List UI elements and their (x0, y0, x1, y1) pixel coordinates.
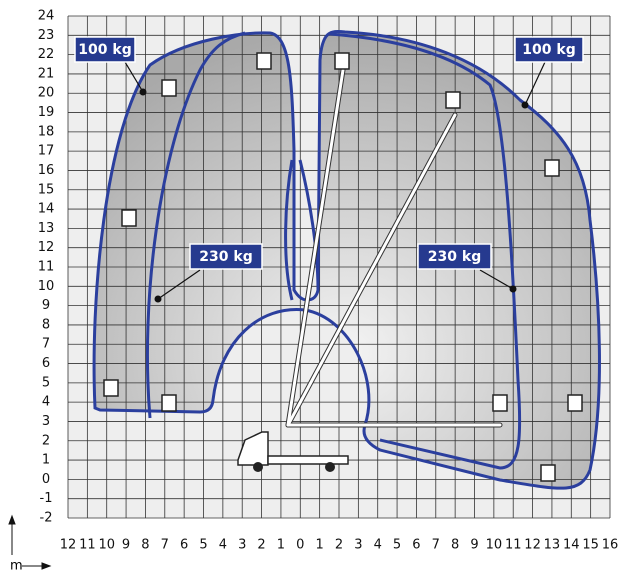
x-tick-label: 5 (393, 538, 401, 553)
envelopes (92, 29, 601, 490)
y-tick-label: 4 (42, 395, 50, 410)
x-tick-label: 12 (60, 538, 77, 553)
x-tick-label: 16 (602, 538, 619, 553)
y-tick-label: 21 (38, 66, 55, 81)
callout-label: 100 kg (78, 42, 131, 58)
x-tick-label: 15 (582, 538, 599, 553)
y-tick-label: 15 (38, 182, 55, 197)
callout-dot (139, 88, 147, 96)
x-tick-label: 7 (432, 538, 440, 553)
x-tick-label: 9 (470, 538, 478, 553)
y-tick-label: 16 (38, 163, 55, 178)
callout-leader (157, 269, 201, 300)
callout-label: 230 kg (428, 249, 481, 265)
y-tick-label: -2 (40, 511, 53, 526)
x-tick-label: 3 (354, 538, 362, 553)
y-tick-label: 18 (38, 124, 55, 139)
y-tick-label: 0 (42, 472, 50, 487)
y-tick-label: 2 (42, 433, 50, 448)
callout-leader (479, 269, 514, 290)
callouts: 100 kg 100 kg 230 kg 230 kg (74, 36, 584, 303)
y-tick-label: 14 (38, 202, 55, 217)
y-tick-label: 6 (42, 356, 50, 371)
y-tick-label: 12 (38, 240, 55, 255)
unit-indicator (8, 514, 52, 570)
y-tick-label: 22 (38, 47, 55, 62)
x-tick-label: 12 (524, 538, 541, 553)
y-tick-label: 20 (38, 86, 55, 101)
y-tick-label: 8 (42, 317, 50, 332)
x-tick-label: 1 (316, 538, 324, 553)
y-tick-label: 11 (38, 260, 55, 275)
outer-envelope-fill (94, 31, 600, 489)
truck (237, 431, 349, 472)
callout-leader (524, 61, 546, 106)
callout-box (514, 36, 584, 63)
y-tick-label: 17 (38, 144, 55, 159)
x-tick-label: 9 (122, 538, 130, 553)
y-tick-label: -1 (40, 491, 53, 506)
x-tick-label: 5 (199, 538, 207, 553)
x-tick-label: 2 (335, 538, 343, 553)
tick-labels: 12 11 10 9 8 7 6 5 4 3 2 1 0 1 2 3 4 5 6 7 8 9 10 11 12 13 14 15 162… (38, 9, 619, 553)
y-tick-label: 24 (38, 9, 55, 24)
x-tick-label: 0 (296, 538, 304, 553)
y-tick-label: 13 (38, 221, 55, 236)
x-tick-label: 10 (486, 538, 503, 553)
callout-box (417, 243, 492, 270)
x-tick-label: 11 (505, 538, 522, 553)
inner-envelope-left (145, 31, 294, 419)
x-tick-label: 3 (238, 538, 246, 553)
booms-inner (286, 68, 502, 427)
x-tick-label: 6 (180, 538, 188, 553)
y-tick-label: 10 (38, 279, 55, 294)
unit-label: m (10, 559, 23, 572)
outer-envelope (92, 29, 601, 490)
y-tick-label: 23 (38, 28, 55, 43)
y-tick-label: 3 (42, 414, 50, 429)
callout-dot (154, 295, 162, 303)
callout-leader (124, 61, 144, 93)
x-tick-label: 4 (219, 538, 227, 553)
callout-label: 100 kg (522, 42, 575, 58)
y-tick-label: 7 (42, 337, 50, 352)
x-tick-label: 1 (277, 538, 285, 553)
x-tick-label: 14 (563, 538, 580, 553)
x-tick-label: 7 (161, 538, 169, 553)
x-tick-label: 8 (451, 538, 459, 553)
x-tick-label: 10 (98, 538, 115, 553)
y-tick-label: 19 (38, 105, 55, 120)
callout-box (74, 36, 136, 63)
y-tick-label: 1 (42, 453, 50, 468)
callout-box (189, 243, 263, 270)
y-tick-label: 9 (42, 298, 50, 313)
x-tick-label: 6 (412, 538, 420, 553)
callout-label: 230 kg (199, 249, 252, 265)
x-tick-label: 4 (374, 538, 382, 553)
callout-dot (521, 101, 529, 109)
x-tick-label: 11 (79, 538, 96, 553)
x-tick-label: 8 (141, 538, 149, 553)
callout-dot (509, 285, 517, 293)
x-tick-label: 2 (257, 538, 265, 553)
y-tick-label: 5 (42, 375, 50, 390)
inner-envelope-center (298, 159, 320, 291)
baskets (103, 52, 583, 482)
inner-envelope-right (329, 32, 522, 470)
x-tick-label: 13 (544, 538, 561, 553)
